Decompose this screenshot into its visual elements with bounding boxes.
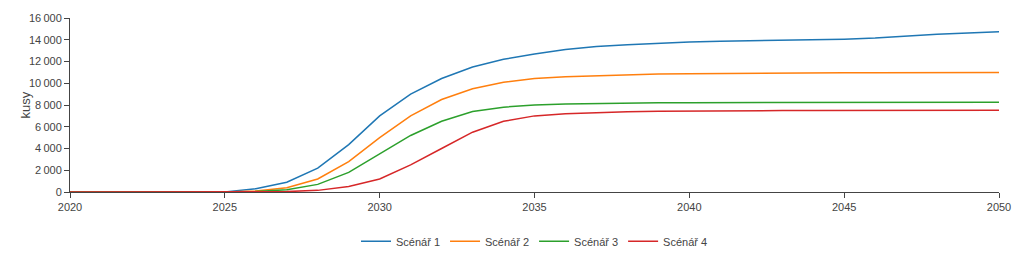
svg-text:2020: 2020: [58, 201, 82, 213]
svg-text:2045: 2045: [832, 201, 856, 213]
svg-text:2030: 2030: [367, 201, 391, 213]
svg-text:12 000: 12 000: [29, 55, 62, 67]
svg-text:2040: 2040: [677, 201, 701, 213]
svg-text:4 000: 4 000: [35, 142, 62, 154]
svg-text:kusy: kusy: [18, 91, 33, 118]
svg-text:Scénář 3: Scénář 3: [574, 236, 618, 248]
svg-text:2050: 2050: [987, 201, 1011, 213]
svg-text:Scénář 1: Scénář 1: [396, 236, 440, 248]
svg-text:0: 0: [56, 186, 62, 198]
svg-text:16 000: 16 000: [29, 12, 62, 24]
svg-text:6 000: 6 000: [35, 121, 62, 133]
svg-text:2035: 2035: [522, 201, 546, 213]
svg-text:2025: 2025: [213, 201, 237, 213]
svg-text:14 000: 14 000: [29, 34, 62, 46]
svg-text:Scénář 2: Scénář 2: [485, 236, 529, 248]
svg-text:10 000: 10 000: [29, 77, 62, 89]
svg-text:Scénář 4: Scénář 4: [663, 236, 707, 248]
svg-text:2 000: 2 000: [35, 164, 62, 176]
svg-text:8 000: 8 000: [35, 99, 62, 111]
